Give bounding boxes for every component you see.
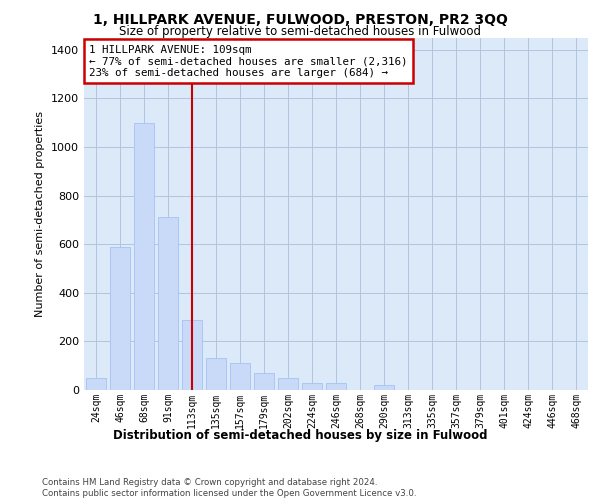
Bar	[278, 378, 298, 390]
Text: Distribution of semi-detached houses by size in Fulwood: Distribution of semi-detached houses by …	[113, 430, 487, 442]
Bar	[254, 373, 274, 390]
Bar	[230, 364, 250, 390]
Text: 1 HILLPARK AVENUE: 109sqm
← 77% of semi-detached houses are smaller (2,316)
23% : 1 HILLPARK AVENUE: 109sqm ← 77% of semi-…	[89, 44, 407, 78]
Bar	[110, 246, 130, 390]
Bar	[86, 378, 106, 390]
Y-axis label: Number of semi-detached properties: Number of semi-detached properties	[35, 111, 46, 317]
Bar	[134, 122, 154, 390]
Text: Size of property relative to semi-detached houses in Fulwood: Size of property relative to semi-detach…	[119, 25, 481, 38]
Bar	[158, 218, 178, 390]
Bar	[374, 385, 394, 390]
Bar	[182, 320, 202, 390]
Bar	[326, 382, 346, 390]
Bar	[206, 358, 226, 390]
Text: 1, HILLPARK AVENUE, FULWOOD, PRESTON, PR2 3QQ: 1, HILLPARK AVENUE, FULWOOD, PRESTON, PR…	[92, 12, 508, 26]
Bar	[302, 382, 322, 390]
Text: Contains HM Land Registry data © Crown copyright and database right 2024.
Contai: Contains HM Land Registry data © Crown c…	[42, 478, 416, 498]
